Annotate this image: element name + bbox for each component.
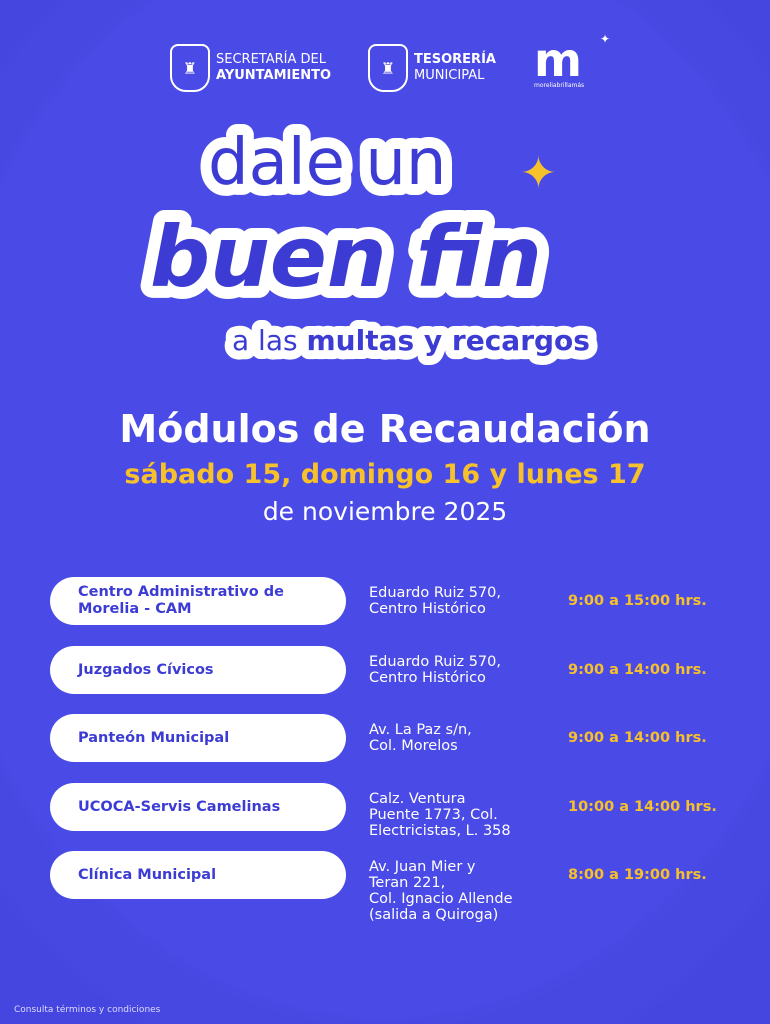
svg-text:a las multas y recargos: a las multas y recargos (232, 324, 590, 357)
module-row: Juzgados Cívicos Eduardo Ruiz 570, Centr… (50, 646, 730, 694)
module-hours: 9:00 a 15:00 hrs. (568, 593, 707, 609)
module-name: Juzgados Cívicos (50, 646, 346, 694)
logo-secretaria: ♜ SECRETARÍA DEL AYUNTAMIENTO (170, 44, 331, 92)
module-address: Eduardo Ruiz 570, Centro Histórico (369, 654, 501, 686)
module-row: Centro Administrativo de Morelia - CAM E… (50, 577, 730, 625)
module-hours: 9:00 a 14:00 hrs. (568, 662, 707, 678)
headline-line2: buen fin (150, 208, 542, 306)
module-hours: 10:00 a 14:00 hrs. (568, 799, 717, 815)
logo-text: TESORERÍA (414, 52, 496, 67)
terms-link[interactable]: Consulta términos y condiciones (14, 1005, 161, 1015)
headline-line1: dale un (208, 126, 446, 200)
module-hours: 9:00 a 14:00 hrs. (568, 730, 707, 746)
month: de noviembre 2025 (262, 497, 508, 526)
module-row: UCOCA-Servis Camelinas Calz. Ventura Pue… (50, 783, 730, 839)
morelia-logo: m moreliabrillamás (534, 33, 585, 90)
module-name: Centro Administrativo de Morelia - CAM (50, 577, 346, 625)
brand-mark: m (534, 33, 582, 87)
headline-line3-light: a las (232, 324, 298, 357)
module-name: Panteón Municipal (50, 714, 346, 762)
module-address: Eduardo Ruiz 570, Centro Histórico (369, 585, 501, 617)
sparkle-icon: ✦ (600, 32, 611, 46)
brand-tagline: moreliabrillamás (534, 82, 585, 89)
logo-tesoreria: ♜ TESORERÍA MUNICIPAL (368, 44, 496, 92)
module-hours: 8:00 a 19:00 hrs. (568, 867, 707, 883)
star-icon: ✦ (520, 148, 557, 199)
module-name: UCOCA-Servis Camelinas (50, 783, 346, 831)
module-address: Calz. Ventura Puente 1773, Col. Electric… (369, 791, 511, 839)
headline-line3-bold: multas y recargos (307, 324, 590, 357)
module-address: Av. Juan Mier y Teran 221, Col. Ignacio … (369, 859, 513, 923)
module-address: Av. La Paz s/n, Col. Morelos (369, 722, 472, 754)
module-row: Panteón Municipal Av. La Paz s/n, Col. M… (50, 714, 730, 762)
module-name: Clínica Municipal (50, 851, 346, 899)
logo-text: SECRETARÍA DEL (216, 52, 326, 67)
seal-icon: ♜ (368, 44, 408, 92)
seal-icon: ♜ (170, 44, 210, 92)
dates: sábado 15, domingo 16 y lunes 17 (124, 459, 646, 490)
logo-text: AYUNTAMIENTO (216, 68, 332, 83)
headline: dale un buen fin a las multas y recargos… (138, 118, 599, 366)
module-row: Clínica Municipal Av. Juan Mier y Teran … (50, 851, 730, 923)
logo-text: MUNICIPAL (414, 68, 485, 83)
page-title: Módulos de Recaudación (119, 407, 651, 451)
